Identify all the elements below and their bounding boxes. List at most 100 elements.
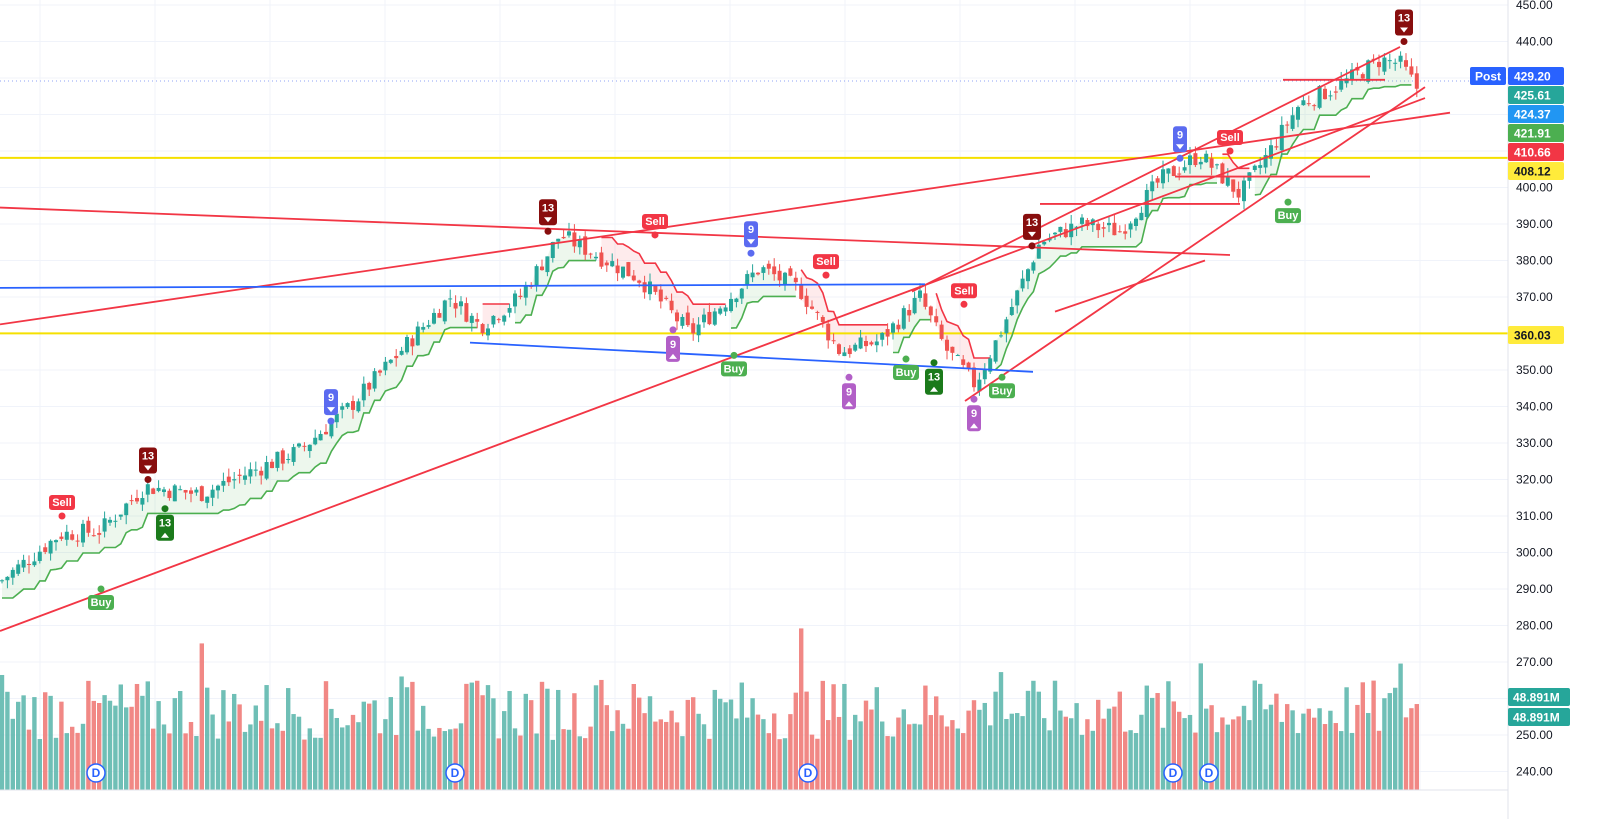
candle-up [999,335,1003,337]
trend-line[interactable] [1054,259,1206,313]
candle-up [140,498,145,505]
candle-up [415,326,420,346]
candle-down [518,295,523,298]
volume-bar-up [502,711,507,790]
candle-down [189,490,193,494]
volume-bar-up [16,701,21,790]
trend-lines[interactable] [0,46,1451,632]
volume-bar-down [1063,716,1068,790]
trend-line[interactable] [911,46,1401,293]
volume-bar-down [453,728,458,790]
volume-bar-up [37,739,42,790]
trend-line[interactable] [0,111,1451,326]
dividend-marker[interactable]: D [86,763,106,783]
volume-bar-up [372,700,377,790]
candle-up [162,489,166,493]
candle-down [1323,88,1327,100]
candle-down [604,262,609,266]
volume-bar-up [1182,718,1187,790]
candle-up [556,238,561,242]
candle-down [1377,61,1381,68]
volume-bar-up [1225,724,1230,790]
volume-bar-up [593,685,599,790]
candle-down [675,312,679,322]
dividend-circle [86,763,106,783]
candle-down [367,382,372,390]
signal-text: 13 [1026,217,1038,229]
volume-bar-up [80,723,86,790]
horizontal-levels[interactable] [0,156,1508,335]
candle-up [858,337,863,349]
trend-line[interactable] [0,97,1426,632]
candle-up [853,344,858,351]
volume-bar-down [1193,732,1198,790]
candle-up [205,496,210,503]
candle-up [1382,57,1387,72]
candle-up [1042,241,1047,245]
volume-bar-up [210,714,215,790]
candle-down [86,520,91,533]
candle-up [1393,62,1398,64]
candle-up [448,298,453,300]
candle-down [475,319,480,322]
volume-bar-down [496,738,501,790]
trailing-stop-up [995,182,1217,371]
trend-line[interactable] [0,283,926,289]
candle-down [1409,66,1414,75]
dividend-marker[interactable]: D [1199,763,1219,783]
candle-up [48,540,53,554]
volume-bar-up [161,724,167,790]
trailing-stop-up [730,295,796,329]
candle-up [1225,176,1230,186]
signal-buy: Buy [88,585,114,610]
candle-down [837,344,841,354]
candle-up [1350,69,1354,80]
signal-text: 9 [748,224,754,236]
volume-bar-down [1220,717,1225,790]
trend-line[interactable] [469,341,1034,373]
volume-bars [0,628,1419,790]
volume-bar-up [426,728,431,790]
volume-bar-down [1403,717,1409,790]
dividend-marker[interactable]: D [445,763,465,783]
volume-bar-up [124,707,129,790]
volume-bar-down [766,733,771,790]
dividend-letter: D [451,766,460,780]
volume-bar-up [399,676,404,790]
candle-up [469,315,474,323]
dividend-marker[interactable]: D [1163,763,1183,783]
candle-down [777,270,782,281]
dividend-marker[interactable]: D [798,763,818,783]
volume-bar-down [631,684,636,790]
candle-down [658,289,663,302]
volume-bar-up [205,687,210,790]
price-tick-label: 450.00 [1516,0,1553,12]
volume-bar-down [1117,691,1122,790]
dividend-circle [1199,763,1219,783]
volume-bar-down [410,681,415,790]
volume-bar-down [529,700,534,790]
signal-dot [1176,154,1184,162]
signal-box [1275,208,1301,224]
dividend-circle [1163,763,1183,783]
volume-bar-up [1252,680,1257,790]
candle-up [993,340,998,362]
volume-bar-up [388,697,393,790]
volume-bar-down [615,710,620,790]
candle-up [1366,60,1371,82]
candle-down [199,486,204,502]
signal-text: Sell [816,256,836,268]
volume-bar-up [858,721,863,790]
candle-down [928,306,933,316]
volume-bar-up [1382,698,1387,790]
volume-bar-down [269,728,275,790]
candle-up [1128,223,1133,230]
trend-line[interactable] [964,86,1426,402]
candle-down [615,265,620,274]
volume-bar-down [1177,711,1182,790]
candle-down [496,319,501,321]
volume-bar-up [178,691,183,790]
candle-up [491,315,496,325]
